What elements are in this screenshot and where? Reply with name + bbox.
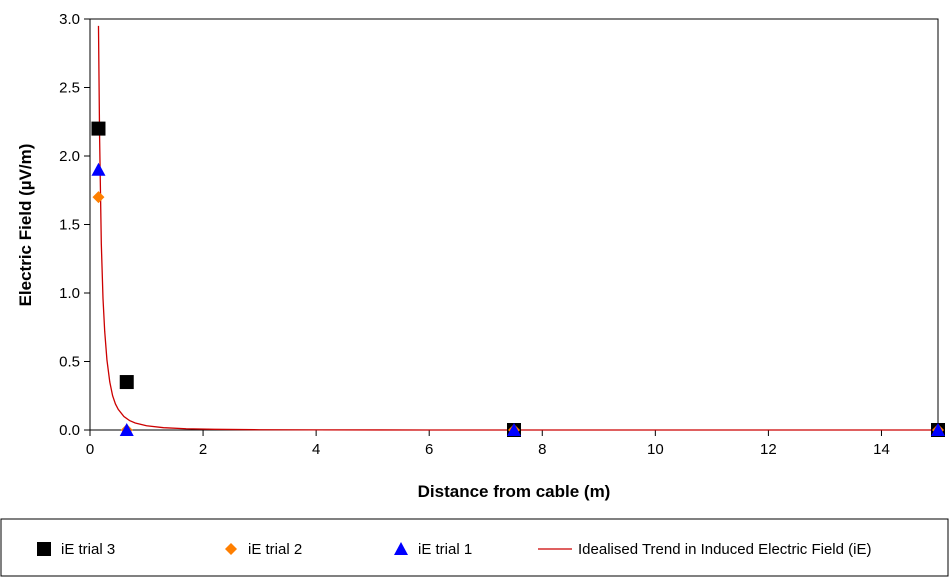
trend-line bbox=[97, 25, 938, 431]
data-point-triangle bbox=[507, 423, 521, 436]
legend-label: Idealised Trend in Induced Electric Fiel… bbox=[578, 541, 871, 558]
y-tick-label: 0.0 bbox=[59, 422, 80, 439]
x-tick-label: 12 bbox=[760, 441, 777, 458]
legend-marker-diamond bbox=[225, 543, 237, 555]
legend-marker-square bbox=[37, 542, 51, 556]
data-point-triangle bbox=[91, 162, 106, 176]
legend-box bbox=[0, 518, 949, 577]
y-tick-label: 3.0 bbox=[59, 11, 80, 28]
y-tick-label: 0.5 bbox=[59, 354, 80, 371]
x-tick-label: 6 bbox=[425, 441, 433, 458]
data-point-triangle bbox=[931, 423, 945, 436]
plot-area bbox=[89, 18, 939, 431]
x-tick-label: 8 bbox=[538, 441, 546, 458]
legend-label: iE trial 1 bbox=[418, 541, 472, 558]
y-axis: 0.0 0.5 1.0 1.5 2.0 2.5 3.0 bbox=[59, 11, 90, 439]
y-axis-title: Electric Field (µV/m) bbox=[16, 144, 35, 307]
y-tick-label: 2.0 bbox=[59, 148, 80, 165]
data-point-square bbox=[119, 375, 134, 390]
legend: iE trial 3 iE trial 2 iE trial 1 Idealised … bbox=[37, 541, 871, 558]
y-tick-label: 1.5 bbox=[59, 217, 80, 234]
legend-marker-triangle bbox=[394, 542, 408, 555]
x-axis: 0 2 4 6 8 10 12 14 bbox=[86, 430, 939, 458]
x-axis-title: Distance from cable (m) bbox=[418, 482, 611, 501]
data-point-square bbox=[91, 121, 106, 136]
legend-label: iE trial 3 bbox=[61, 541, 115, 558]
x-tick-label: 0 bbox=[86, 441, 94, 458]
x-tick-label: 14 bbox=[873, 441, 890, 458]
data-point-diamond bbox=[92, 191, 105, 204]
legend-label: iE trial 2 bbox=[248, 541, 302, 558]
y-tick-label: 1.0 bbox=[59, 285, 80, 302]
data-points bbox=[91, 121, 945, 437]
y-tick-label: 2.5 bbox=[59, 80, 80, 97]
data-point-triangle bbox=[119, 423, 134, 436]
x-tick-label: 2 bbox=[199, 441, 207, 458]
trend-line-group bbox=[97, 25, 938, 431]
x-tick-label: 10 bbox=[647, 441, 664, 458]
x-tick-label: 4 bbox=[312, 441, 320, 458]
